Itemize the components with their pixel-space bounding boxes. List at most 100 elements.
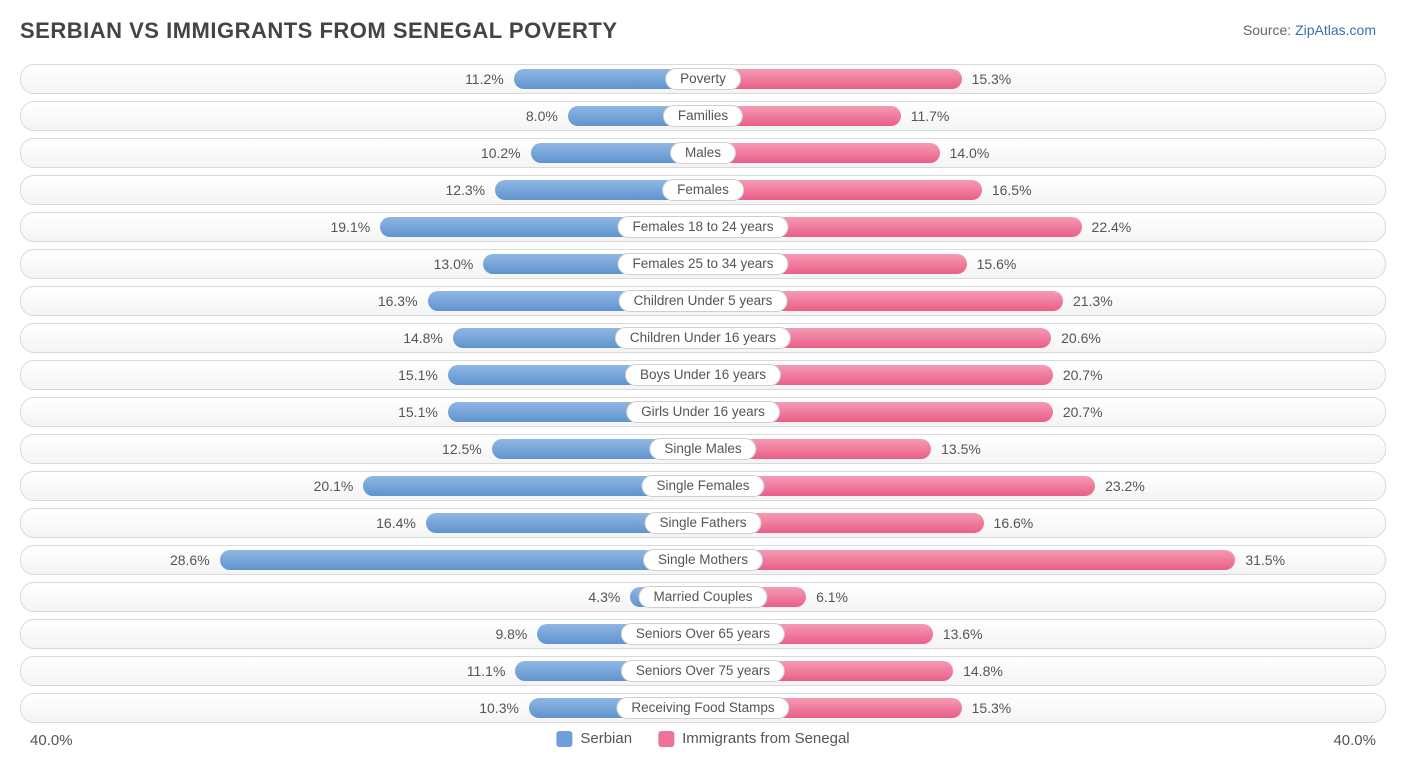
chart-title: SERBIAN VS IMMIGRANTS FROM SENEGAL POVER…	[20, 18, 1386, 44]
legend-swatch-right	[658, 731, 674, 747]
left-value-label: 11.2%	[465, 69, 510, 89]
right-bar	[703, 69, 962, 89]
legend-swatch-left	[556, 731, 572, 747]
bar-row: 16.4% 16.6% Single Fathers	[20, 508, 1386, 538]
left-value-label: 16.4%	[376, 513, 422, 533]
right-half: 15.6%	[703, 254, 1379, 274]
left-half: 9.8%	[27, 624, 703, 644]
bar-row: 15.1%20.7%Boys Under 16 years	[20, 360, 1386, 390]
bar-row: 4.3%6.1%Married Couples	[20, 582, 1386, 612]
category-pill: Males	[670, 142, 736, 164]
left-half: 16.4%	[27, 513, 703, 533]
source-link[interactable]: ZipAtlas.com	[1295, 22, 1376, 38]
left-value-label: 16.3%	[378, 291, 424, 311]
right-bar	[703, 143, 940, 163]
right-half: 13.5%	[703, 439, 1379, 459]
left-half: 10.3%	[27, 698, 703, 718]
left-half: 11.1%	[27, 661, 703, 681]
left-half: 14.8%	[27, 328, 703, 348]
right-half: 14.0%	[703, 143, 1379, 163]
chart-page: SERBIAN VS IMMIGRANTS FROM SENEGAL POVER…	[0, 0, 1406, 758]
legend-item-left: Serbian	[556, 730, 632, 747]
bar-row: 10.2% 14.0%Males	[20, 138, 1386, 168]
left-value-label: 9.8%	[495, 624, 533, 644]
right-half: 20.6%	[703, 328, 1379, 348]
source-attribution: Source: ZipAtlas.com	[1243, 22, 1376, 38]
left-value-label: 28.6%	[170, 550, 216, 570]
right-value-label: 20.6%	[1055, 328, 1101, 348]
left-value-label: 4.3%	[588, 587, 626, 607]
right-half: 15.3%	[703, 698, 1379, 718]
right-value-label: 20.7%	[1057, 402, 1103, 422]
left-value-label: 13.0%	[434, 254, 480, 274]
left-half: 11.2%	[27, 69, 703, 89]
right-half: 31.5%	[703, 550, 1379, 570]
category-pill: Seniors Over 75 years	[621, 660, 785, 682]
left-half: 16.3%	[27, 291, 703, 311]
left-half: 4.3%	[27, 587, 703, 607]
right-value-label: 15.6%	[971, 254, 1017, 274]
category-pill: Single Fathers	[644, 512, 761, 534]
left-half: 12.5%	[27, 439, 703, 459]
category-pill: Families	[663, 105, 743, 127]
bar-row: 13.0% 15.6% Females 25 to 34 years	[20, 249, 1386, 279]
left-half: 10.2%	[27, 143, 703, 163]
right-value-label: 15.3%	[966, 698, 1012, 718]
category-pill: Receiving Food Stamps	[616, 697, 789, 719]
right-value-label: 21.3%	[1067, 291, 1113, 311]
left-value-label: 11.1%	[467, 661, 512, 681]
left-value-label: 12.5%	[442, 439, 488, 459]
category-pill: Females 25 to 34 years	[617, 253, 788, 275]
category-pill: Single Mothers	[643, 549, 763, 571]
right-value-label: 16.6%	[988, 513, 1034, 533]
legend: Serbian Immigrants from Senegal	[556, 730, 849, 747]
left-value-label: 10.2%	[481, 143, 527, 163]
diverging-bar-chart: 11.2%15.3%Poverty8.0%11.7%Families10.2%1…	[20, 64, 1386, 723]
bar-row: 9.8% 13.6% Seniors Over 65 years	[20, 619, 1386, 649]
bar-row: 11.1%14.8%Seniors Over 75 years	[20, 656, 1386, 686]
right-bar	[703, 180, 982, 200]
legend-label-left: Serbian	[580, 730, 632, 747]
bar-row: 12.3% 16.5% Females	[20, 175, 1386, 205]
left-bar	[220, 550, 703, 570]
right-half: 21.3%	[703, 291, 1379, 311]
legend-label-right: Immigrants from Senegal	[682, 730, 850, 747]
right-value-label: 13.6%	[937, 624, 983, 644]
left-value-label: 15.1%	[398, 402, 444, 422]
category-pill: Poverty	[665, 68, 741, 90]
left-half: 20.1%	[27, 476, 703, 496]
axis-left-max: 40.0%	[30, 732, 73, 749]
category-pill: Females	[662, 179, 744, 201]
right-half: 20.7%	[703, 365, 1379, 385]
category-pill: Seniors Over 65 years	[621, 623, 785, 645]
right-half: 15.3%	[703, 69, 1379, 89]
right-value-label: 31.5%	[1239, 550, 1285, 570]
left-half: 15.1%	[27, 402, 703, 422]
right-half: 23.2%	[703, 476, 1379, 496]
left-half: 13.0%	[27, 254, 703, 274]
right-half: 11.7%	[703, 106, 1379, 126]
right-value-label: 20.7%	[1057, 365, 1103, 385]
left-half: 15.1%	[27, 365, 703, 385]
axis-and-legend-row: 40.0% Serbian Immigrants from Senegal 40…	[20, 730, 1386, 758]
right-half: 22.4%	[703, 217, 1379, 237]
bar-row: 10.3% 15.3% Receiving Food Stamps	[20, 693, 1386, 723]
right-value-label: 13.5%	[935, 439, 981, 459]
left-value-label: 10.3%	[479, 698, 525, 718]
bar-row: 8.0% 11.7% Families	[20, 101, 1386, 131]
right-value-label: 11.7%	[905, 106, 950, 126]
axis-right-max: 40.0%	[1333, 732, 1376, 749]
category-pill: Single Females	[641, 475, 764, 497]
left-value-label: 14.8%	[403, 328, 449, 348]
source-prefix: Source:	[1243, 22, 1295, 38]
left-value-label: 8.0%	[526, 106, 564, 126]
left-value-label: 19.1%	[331, 217, 377, 237]
left-half: 12.3%	[27, 180, 703, 200]
right-value-label: 16.5%	[986, 180, 1032, 200]
category-pill: Children Under 5 years	[619, 290, 788, 312]
bar-row: 28.6% 31.5% Single Mothers	[20, 545, 1386, 575]
category-pill: Single Males	[649, 438, 756, 460]
left-value-label: 15.1%	[398, 365, 444, 385]
left-half: 19.1%	[27, 217, 703, 237]
bar-row: 12.5% 13.5% Single Males	[20, 434, 1386, 464]
